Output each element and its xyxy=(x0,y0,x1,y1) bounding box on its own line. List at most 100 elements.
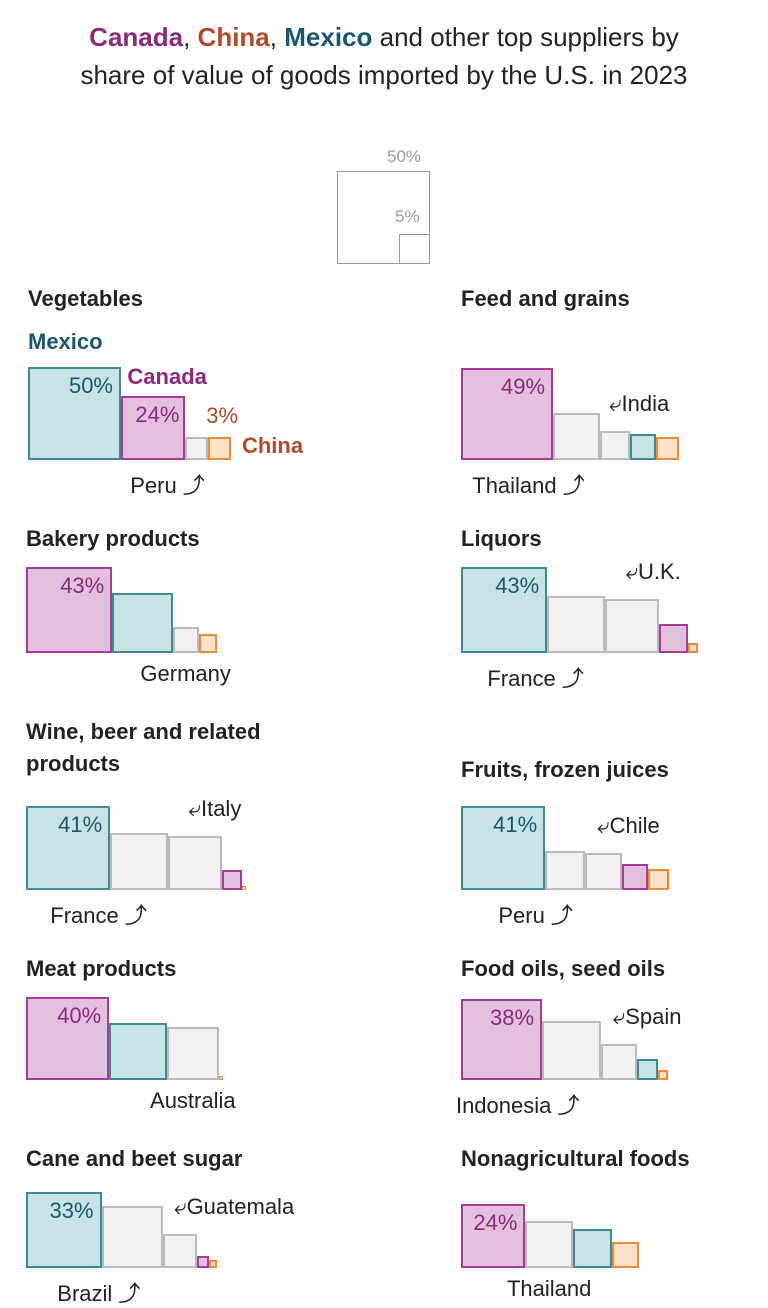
callout-mexico: Mexico xyxy=(28,329,103,354)
country-label: ⤶Guatemala xyxy=(174,1193,295,1219)
square-other xyxy=(604,598,659,653)
chart-title: Canada, China, Mexico and other top supp… xyxy=(0,18,768,94)
square-china xyxy=(219,1075,224,1080)
percent-label: 41% xyxy=(493,811,538,837)
square-canada xyxy=(461,998,543,1080)
panel-title: Feed and grains xyxy=(461,286,630,311)
panel-title: Wine, beer and related products xyxy=(26,719,261,776)
square-other xyxy=(525,1220,573,1268)
square-canada xyxy=(461,1203,526,1268)
percent-label: 38% xyxy=(490,1004,535,1030)
square-mexico xyxy=(112,592,173,653)
square-other xyxy=(101,1206,164,1268)
panel-title: Vegetables xyxy=(28,286,143,311)
country-label: ⤶Chile xyxy=(597,812,660,838)
country-label: Brazil ⤴ xyxy=(57,1281,141,1306)
square-mexico xyxy=(636,1059,658,1080)
percent-label: 3% xyxy=(206,403,238,429)
square-mexico xyxy=(572,1228,613,1268)
square-china xyxy=(209,1259,218,1268)
country-label: ⤶U.K. xyxy=(625,558,681,584)
country-label: France ⤴ xyxy=(487,666,584,691)
callout-china: China xyxy=(241,433,304,459)
panel-title: Meat products xyxy=(26,956,177,981)
percent-label: 41% xyxy=(58,811,103,837)
square-canada xyxy=(26,996,110,1080)
country-label: Australia xyxy=(150,1088,236,1113)
title-canada: Canada xyxy=(89,22,184,52)
square-mexico xyxy=(629,433,657,460)
percent-label: 43% xyxy=(60,572,105,598)
square-other xyxy=(166,1027,220,1080)
square-china xyxy=(688,642,699,653)
panel-title: Cane and beet sugar xyxy=(26,1146,243,1171)
country-label: ⤶India xyxy=(609,390,670,416)
square-china xyxy=(198,634,218,653)
square-other xyxy=(553,412,601,460)
country-label: Thailand xyxy=(506,1276,592,1301)
title-text: and other top suppliers by xyxy=(372,22,679,52)
square-other xyxy=(545,850,585,890)
square-other xyxy=(584,852,622,890)
square-china xyxy=(648,869,669,890)
square-china xyxy=(208,437,231,460)
percent-label: 24% xyxy=(473,1209,518,1235)
title-sep: , xyxy=(269,22,285,52)
legend-square-small xyxy=(399,234,430,264)
callout-canada: Canada xyxy=(127,363,207,389)
legend-label-small: 5% xyxy=(395,207,420,226)
title-china: China xyxy=(197,22,270,52)
panel-title: Liquors xyxy=(461,526,542,551)
country-label: Peru ⤴ xyxy=(498,903,573,928)
square-mexico xyxy=(26,805,111,890)
percent-label: 40% xyxy=(57,1002,102,1028)
square-other xyxy=(110,832,168,890)
panel-title: Bakery products xyxy=(26,526,200,551)
country-label: France ⤴ xyxy=(50,903,147,928)
square-mexico xyxy=(28,367,121,460)
square-canada xyxy=(621,863,649,890)
percent-label: 50% xyxy=(68,373,113,398)
square-china xyxy=(656,437,679,460)
legend-label-large: 50% xyxy=(387,147,422,166)
percent-label: 24% xyxy=(135,401,180,427)
country-label: Indonesia ⤴ xyxy=(455,1093,580,1118)
percent-label: 33% xyxy=(49,1198,94,1224)
square-canada xyxy=(26,566,113,653)
square-other xyxy=(163,1233,198,1268)
square-other xyxy=(600,430,630,460)
square-mexico xyxy=(26,1192,102,1268)
square-china xyxy=(612,1241,639,1268)
square-other xyxy=(172,626,199,653)
country-label: ⤶Spain xyxy=(612,1003,682,1029)
square-canada xyxy=(121,395,186,460)
title-sep: , xyxy=(183,22,198,52)
square-mexico xyxy=(461,566,548,653)
square-canada xyxy=(221,870,242,890)
square-mexico xyxy=(109,1022,167,1080)
panel-title: Food oils, seed oils xyxy=(461,956,666,981)
square-canada xyxy=(658,623,689,653)
percent-label: 49% xyxy=(501,373,546,399)
square-other xyxy=(600,1043,637,1080)
country-label: Germany xyxy=(140,661,231,686)
percent-label: 43% xyxy=(495,572,540,598)
panel-title: Fruits, frozen juices xyxy=(461,757,669,782)
square-china xyxy=(241,885,246,890)
legend-square-large xyxy=(337,171,430,264)
square-other xyxy=(185,437,209,460)
square-other xyxy=(542,1021,601,1080)
title-line2: share of value of goods imported by the … xyxy=(80,60,688,90)
country-label: Thailand ⤴ xyxy=(472,473,585,498)
square-canada xyxy=(197,1256,210,1268)
square-china xyxy=(657,1069,668,1080)
square-canada xyxy=(461,367,554,460)
country-label: ⤶Italy xyxy=(188,795,242,821)
square-other xyxy=(547,595,605,653)
square-other xyxy=(167,835,222,890)
country-label: Peru ⤴ xyxy=(130,473,205,498)
title-mexico: Mexico xyxy=(284,22,373,52)
panel-title: Nonagricultural foods xyxy=(461,1146,690,1171)
square-mexico xyxy=(461,805,546,890)
